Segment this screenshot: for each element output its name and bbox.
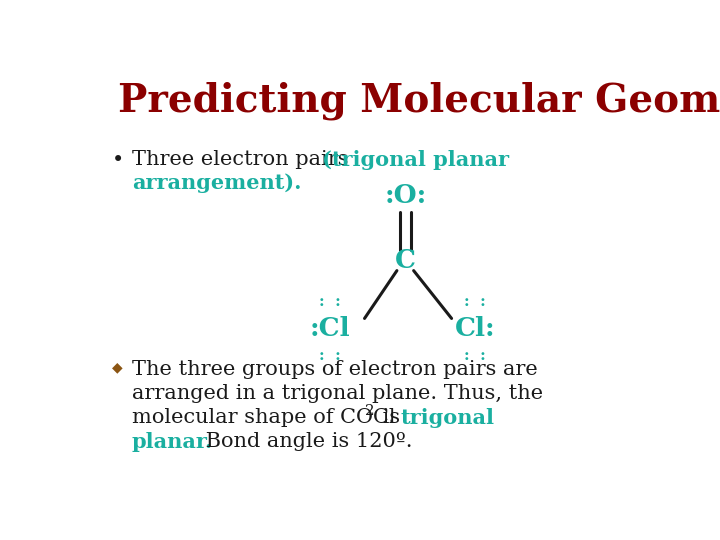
- Text: is: is: [377, 408, 407, 427]
- Text: planar.: planar.: [132, 433, 213, 453]
- Text: :O:: :O:: [384, 183, 426, 208]
- Text: :  :: : :: [464, 295, 486, 309]
- Text: The three groups of electron pairs are: The three groups of electron pairs are: [132, 360, 538, 379]
- Text: arranged in a trigonal plane. Thus, the: arranged in a trigonal plane. Thus, the: [132, 384, 543, 403]
- Text: ◆: ◆: [112, 360, 123, 374]
- Text: (trigonal planar: (trigonal planar: [322, 150, 508, 170]
- Text: C: C: [395, 248, 415, 273]
- Text: trigonal: trigonal: [400, 408, 494, 428]
- Text: Three electron pairs: Three electron pairs: [132, 150, 355, 169]
- Text: Bond angle is 120º.: Bond angle is 120º.: [199, 433, 413, 451]
- Text: :Cl: :Cl: [310, 316, 350, 341]
- Text: 2: 2: [365, 404, 374, 418]
- Text: :  :: : :: [319, 349, 341, 363]
- Text: :  :: : :: [319, 295, 341, 309]
- Text: Cl:: Cl:: [455, 316, 495, 341]
- Text: molecular shape of COCl: molecular shape of COCl: [132, 408, 395, 427]
- Text: :  :: : :: [464, 349, 486, 363]
- Text: Predicting Molecular Geometry: Predicting Molecular Geometry: [118, 82, 720, 120]
- Text: •: •: [112, 150, 125, 170]
- Text: arrangement).: arrangement).: [132, 173, 302, 193]
